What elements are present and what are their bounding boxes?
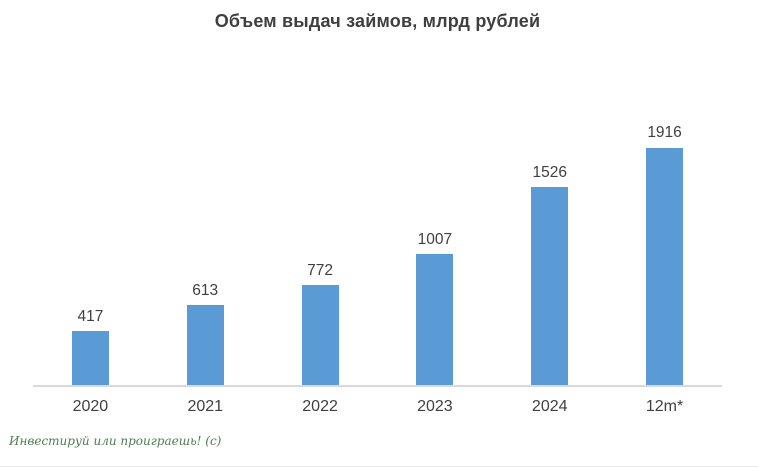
bar-group-2023: 1007 [377,125,492,385]
bar-value-label: 1916 [647,124,682,141]
bar-value-label: 1526 [532,163,567,181]
watermark-signature: Инвестируй или проиграешь! (с) [9,434,222,448]
bar-value-label: 1007 [417,230,453,248]
x-axis-tick-row: 2020 2021 2022 2023 2024 12m* [33,398,722,416]
bar-group-2024: 1526 [492,125,607,385]
x-tick-label: 2024 [531,398,568,415]
bar [646,147,684,385]
bar-group-12m*: 1916 [607,125,722,385]
chart-title: Объем выдач займов, млрд рублей [214,11,541,31]
x-tick-label: 2023 [417,398,453,415]
bar-value-label: 417 [77,307,104,325]
bar-group-2021: 613 [148,125,263,385]
x-tick-label: 2022 [302,398,338,415]
bar [531,187,569,385]
bar-group-2022: 772 [263,125,378,385]
bar [71,331,109,385]
x-axis-line [33,385,722,387]
bar-group-2020: 417 [33,125,148,385]
plot-area: 417 613 772 1007 1526 1916 [33,125,722,385]
bar [301,285,339,385]
bar-value-label: 613 [192,281,219,299]
x-tick-label: 2021 [187,398,224,415]
bar [416,254,454,385]
bar-value-label: 772 [307,261,333,279]
bar [186,305,224,385]
x-tick-label: 2020 [72,398,109,415]
x-tick-label: 12m* [645,398,684,415]
